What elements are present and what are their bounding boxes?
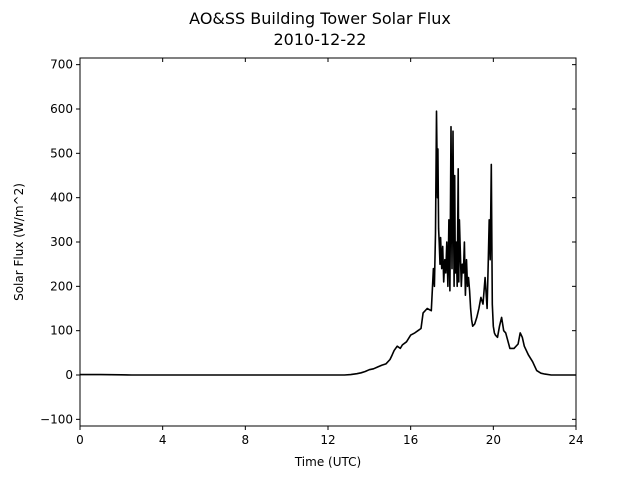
- y-axis-label: Solar Flux (W/m^2): [12, 183, 26, 301]
- y-tick-label: 200: [50, 279, 73, 293]
- chart-title: AO&SS Building Tower Solar Flux: [189, 9, 451, 28]
- x-tick-label: 24: [568, 433, 583, 447]
- x-tick-label: 0: [76, 433, 84, 447]
- solar-flux-line: [80, 110, 576, 376]
- y-tick-label: 500: [50, 146, 73, 160]
- plot-frame: [79, 57, 577, 427]
- x-tick-label: 8: [242, 433, 250, 447]
- y-tick-label: 700: [50, 58, 73, 72]
- y-tick-label: 0: [65, 368, 73, 382]
- x-tick-label: 4: [159, 433, 167, 447]
- y-tick-label: 100: [50, 324, 73, 338]
- x-axis-label: Time (UTC): [294, 455, 361, 469]
- y-tick-label: 600: [50, 102, 73, 116]
- chart-subtitle: 2010-12-22: [274, 30, 367, 49]
- y-tick-label: −100: [40, 412, 73, 426]
- x-tick-label: 16: [403, 433, 418, 447]
- x-tick-label: 12: [320, 433, 335, 447]
- y-tick-label: 400: [50, 191, 73, 205]
- y-tick-label: 300: [50, 235, 73, 249]
- x-tick-label: 20: [486, 433, 501, 447]
